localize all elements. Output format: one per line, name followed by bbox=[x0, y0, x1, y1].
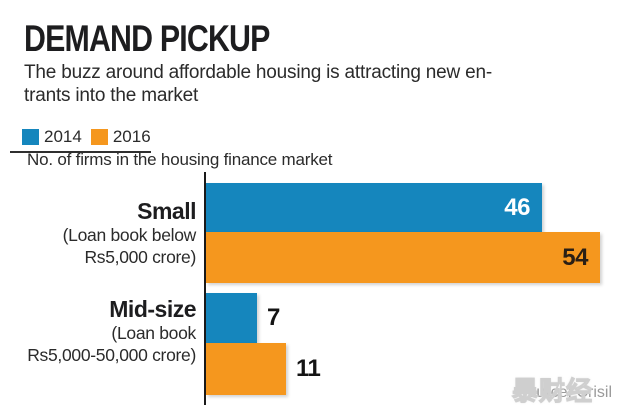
legend-swatch-2014-icon bbox=[22, 129, 39, 145]
value-label-small-2016: 54 bbox=[562, 243, 588, 271]
legend-label-2014: 2014 bbox=[44, 127, 82, 146]
subtitle: The buzz around affordable housing is at… bbox=[24, 61, 569, 107]
category-detail-midsize-line2: Rs5,000-50,000 crore) bbox=[27, 344, 196, 365]
subtitle-line-1: The buzz around affordable housing is at… bbox=[24, 62, 492, 83]
bar-small-2016: 54 bbox=[206, 232, 600, 283]
chart-axis-line bbox=[204, 172, 206, 405]
category-name-midsize: Mid-size bbox=[109, 296, 196, 322]
subtitle-line-2: trants into the market bbox=[24, 85, 199, 106]
category-label-midsize: Mid-size (Loan book Rs5,000-50,000 crore… bbox=[0, 296, 196, 366]
category-detail-small-line2: Rs5,000 crore) bbox=[84, 246, 196, 267]
value-label-small-2014: 46 bbox=[504, 193, 530, 221]
legend-item-2014: 2014 bbox=[22, 127, 82, 147]
legend-label-2016: 2016 bbox=[112, 127, 151, 146]
bar-midsize-2014: 7 bbox=[206, 293, 280, 343]
value-label-midsize-2014: 7 bbox=[267, 304, 280, 331]
axis-note: No. of firms in the housing finance mark… bbox=[27, 150, 333, 169]
legend-swatch-2016-icon bbox=[90, 129, 108, 145]
page-title: DEMAND PICKUP bbox=[24, 18, 270, 59]
category-detail-small-line1: (Loan book below bbox=[62, 225, 197, 245]
category-name-small: Small bbox=[137, 198, 196, 224]
bar-midsize-2016: 11 bbox=[206, 343, 321, 395]
bar-small-2014: 46 bbox=[206, 183, 542, 232]
value-label-midsize-2016: 11 bbox=[296, 355, 321, 382]
legend: 2014 2016 bbox=[10, 127, 151, 153]
category-label-small: Small (Loan book below Rs5,000 crore) bbox=[0, 198, 197, 268]
source-credit: Source: Crisil bbox=[516, 384, 612, 401]
category-detail-midsize-line1: (Loan book bbox=[111, 323, 196, 343]
watermark: 暴财经 bbox=[511, 376, 593, 407]
legend-item-2016: 2016 bbox=[90, 127, 151, 147]
